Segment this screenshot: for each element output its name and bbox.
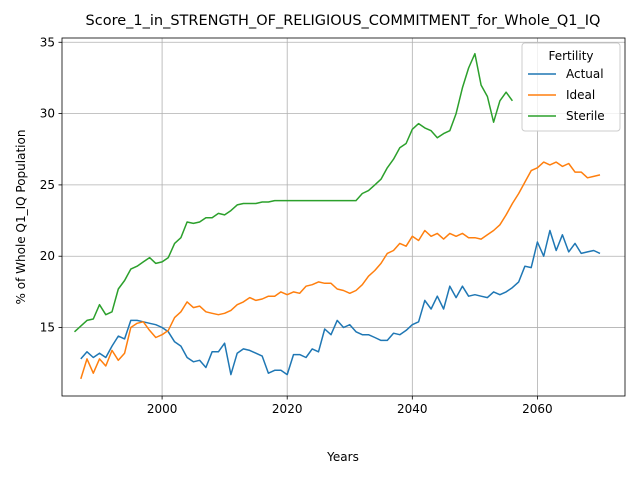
x-axis-label: Years (326, 450, 359, 464)
legend-title: Fertility (548, 49, 593, 63)
legend-label-ideal: Ideal (566, 88, 595, 102)
y-tick-label: 25 (40, 178, 55, 192)
x-tick-label: 2020 (272, 402, 303, 416)
y-axis-ticks: 15 20 25 30 35 (40, 35, 62, 335)
plot-frame (61, 37, 626, 397)
x-tick-label: 2000 (147, 402, 178, 416)
x-axis-ticks: 2000 2020 2040 2060 (147, 396, 553, 416)
y-axis-label: % of Whole Q1_IQ Population (14, 130, 28, 305)
y-tick-label: 30 (40, 107, 55, 121)
legend-label-sterile: Sterile (566, 109, 605, 123)
y-tick-label: 15 (40, 321, 55, 335)
x-tick-label: 2040 (397, 402, 428, 416)
legend-entries: Actual Ideal Sterile (528, 67, 605, 123)
series-layer (73, 52, 601, 380)
y-tick-label: 20 (40, 249, 55, 263)
legend-box (521, 42, 621, 132)
series-line-sterile (73, 52, 514, 333)
y-tick-label: 35 (40, 35, 55, 49)
chart-title: Score_1_in_STRENGTH_OF_RELIGIOUS_COMMITM… (86, 13, 601, 29)
series-line-ideal (80, 161, 601, 380)
legend-label-actual: Actual (566, 67, 604, 81)
legend: Fertility Actual Ideal Sterile (521, 42, 621, 132)
x-tick-label: 2060 (522, 402, 553, 416)
